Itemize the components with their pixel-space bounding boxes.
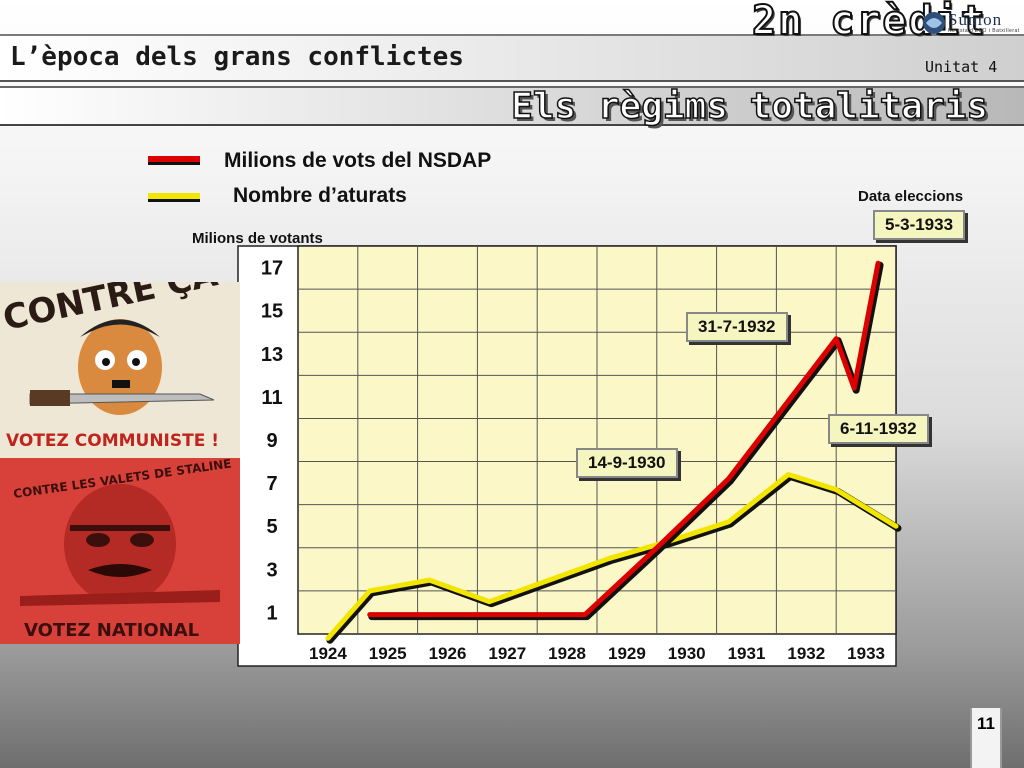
sunion-logo-icon: [923, 12, 945, 34]
x-tick-label: 1930: [668, 644, 706, 663]
page-title: Els règims totalitaris: [510, 85, 988, 128]
section-title: L’època dels grans conflictes: [10, 42, 464, 72]
caricature-face-icon: [64, 484, 176, 604]
header-bar: [0, 34, 1024, 82]
x-tick-label: 1928: [548, 644, 586, 663]
page-number: 11: [970, 708, 1002, 768]
x-tick-label: 1927: [488, 644, 526, 663]
title-bar: [0, 86, 1024, 126]
series-shadow-nsdap: [368, 261, 884, 621]
legend-swatch-unemployed: [148, 193, 200, 202]
poster-bottom-caption: VOTEZ NATIONAL: [24, 620, 199, 641]
x-tick-label: 1933: [847, 644, 885, 663]
logo-subtitle: Revista d'ESO i Batxillerat: [948, 28, 1020, 34]
credit-label: 2n crèdit: [751, 0, 987, 45]
annotation-5-3-1933: 5-3-1933: [873, 210, 966, 240]
y-tick-label: 11: [261, 387, 282, 409]
series-line-unemployed: [325, 471, 899, 641]
y-tick-label: 15: [261, 301, 283, 323]
unit-label: Unitat 4: [925, 58, 998, 76]
y-tick-label: 1: [266, 602, 277, 624]
knife-icon: [20, 590, 220, 606]
x-tick-label: 1924: [309, 644, 347, 663]
x-tick-label: 1931: [728, 644, 766, 663]
y-tick-label: 7: [266, 473, 277, 495]
y-axis-label: Milions de votants: [192, 230, 323, 247]
legend-swatch-nsdap: [148, 156, 200, 165]
x-tick-label: 1926: [429, 644, 467, 663]
x-tick-label: 1932: [787, 644, 825, 663]
poster-top-caption: VOTEZ COMMUNISTE !: [6, 431, 219, 451]
caricature-face-icon: [78, 319, 162, 415]
x-tick-label: 1929: [608, 644, 646, 663]
annotation-31-7-1932: 31-7-1932: [686, 312, 788, 342]
y-tick-label: 17: [261, 258, 283, 280]
y-tick-label: 9: [266, 430, 277, 452]
poster-contre-staline: CONTRE LES VALETS DE STALINE VOTEZ NATIO…: [0, 458, 240, 644]
y-tick-label: 3: [266, 559, 277, 581]
series-line-nsdap: [367, 260, 881, 618]
y-tick-label: 5: [266, 516, 277, 538]
annotation-6-11-1932: 6-11-1932: [828, 414, 929, 444]
legend-label-nsdap: Milions de vots del NSDAP: [224, 149, 492, 172]
legend-label-unemployed: Nombre d’aturats: [233, 184, 407, 207]
x-tick-label: 1925: [369, 644, 407, 663]
logo-name: Súnion: [948, 10, 1003, 29]
y-tick-label: 13: [261, 344, 283, 366]
annotation-14-9-1930: 14-9-1930: [576, 448, 678, 478]
date-label: Data eleccions: [858, 188, 964, 205]
poster-contre-ca: CONTRE ÇA ! VOTEZ COMMUNISTE !: [0, 282, 240, 458]
